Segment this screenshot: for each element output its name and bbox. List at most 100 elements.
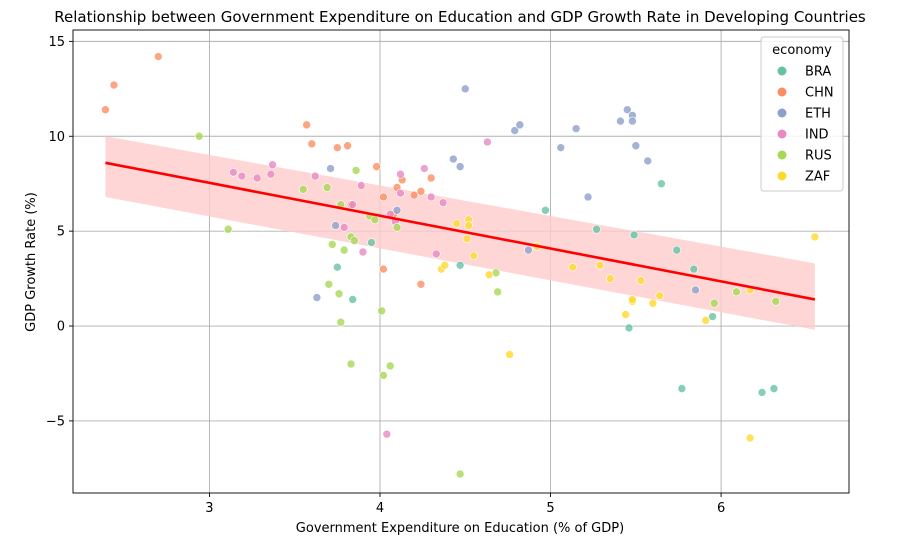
data-point — [455, 469, 465, 479]
data-point — [426, 192, 436, 202]
data-point — [455, 260, 465, 270]
y-tick-label: 0 — [57, 320, 65, 335]
data-point — [648, 298, 658, 308]
data-point — [541, 205, 550, 215]
legend-label: ZAF — [805, 170, 830, 185]
chart-title: Relationship between Government Expendit… — [54, 8, 866, 26]
x-tick-label: 4 — [376, 501, 384, 516]
data-point — [455, 162, 465, 171]
data-point — [464, 221, 473, 230]
data-point — [621, 310, 630, 319]
data-point — [101, 105, 110, 114]
data-point — [677, 384, 687, 393]
legend-marker — [777, 129, 787, 139]
y-tick-label: 15 — [48, 35, 65, 50]
data-point — [672, 245, 682, 255]
data-point — [310, 171, 320, 181]
data-point — [252, 173, 262, 183]
x-tick-label: 6 — [717, 501, 725, 516]
data-point — [757, 388, 767, 397]
legend-title: economy — [772, 43, 832, 58]
data-point — [510, 126, 520, 135]
data-point — [452, 219, 462, 228]
data-point — [109, 80, 119, 90]
data-point — [223, 224, 233, 234]
data-point — [592, 224, 601, 234]
data-point — [643, 156, 653, 166]
data-point — [327, 240, 337, 249]
data-point — [628, 295, 637, 304]
data-point — [629, 230, 639, 240]
legend: economy BRA CHN ETH IND RUS ZAF — [760, 36, 844, 192]
plot-frame — [72, 29, 850, 494]
data-point — [449, 154, 458, 164]
data-point — [237, 171, 247, 181]
y-tick-label: −5 — [46, 414, 65, 429]
data-point — [370, 215, 380, 225]
data-point — [708, 312, 717, 321]
data-point — [426, 173, 436, 183]
data-point — [356, 181, 366, 190]
data-point — [396, 188, 405, 198]
legend-marker — [777, 171, 787, 181]
data-point — [350, 236, 359, 245]
data-point — [409, 190, 419, 200]
x-tick-label: 5 — [546, 501, 554, 516]
data-point — [462, 234, 472, 244]
data-point — [266, 169, 276, 179]
data-point — [392, 223, 402, 232]
data-point — [701, 316, 711, 325]
legend-marker — [777, 87, 787, 97]
data-point — [484, 270, 494, 280]
data-point — [385, 361, 395, 371]
data-point — [810, 232, 820, 242]
data-point — [336, 317, 346, 327]
data-point — [438, 198, 448, 207]
data-point — [377, 306, 386, 316]
legend-label: ETH — [805, 107, 831, 122]
data-point — [689, 264, 699, 274]
data-point — [268, 160, 277, 170]
data-point — [631, 141, 641, 151]
x-axis-title: Government Expenditure on Education (% o… — [296, 521, 624, 536]
data-point — [420, 164, 429, 173]
data-point — [333, 262, 342, 272]
data-point — [351, 166, 361, 175]
data-point — [655, 291, 664, 300]
data-point — [302, 120, 311, 130]
data-point — [298, 185, 308, 194]
data-point — [745, 433, 755, 443]
data-point — [416, 279, 426, 289]
data-point — [307, 139, 317, 149]
legend-marker — [777, 108, 787, 118]
data-point — [469, 251, 479, 261]
legend-label: RUS — [805, 149, 832, 164]
series-zaf — [437, 215, 820, 443]
data-point — [691, 285, 700, 295]
data-point — [339, 245, 349, 255]
data-point — [616, 116, 625, 126]
data-point — [324, 279, 334, 289]
data-point — [379, 371, 388, 380]
data-point — [379, 264, 388, 274]
data-point — [732, 287, 741, 297]
data-point — [382, 429, 392, 439]
data-point — [771, 297, 780, 306]
data-point — [229, 168, 238, 177]
data-point — [348, 200, 358, 209]
plot-area — [69, 29, 850, 497]
data-point — [505, 350, 514, 359]
y-tick-label: 10 — [48, 130, 65, 145]
data-point — [636, 276, 646, 285]
series-eth — [312, 84, 700, 302]
data-point — [622, 105, 632, 114]
data-point — [392, 205, 402, 215]
data-point — [358, 247, 368, 257]
series-bra — [333, 179, 779, 397]
data-point — [571, 124, 581, 133]
data-point — [322, 183, 332, 192]
data-point — [556, 143, 566, 152]
data-point — [515, 120, 525, 130]
regression-line — [105, 161, 816, 301]
